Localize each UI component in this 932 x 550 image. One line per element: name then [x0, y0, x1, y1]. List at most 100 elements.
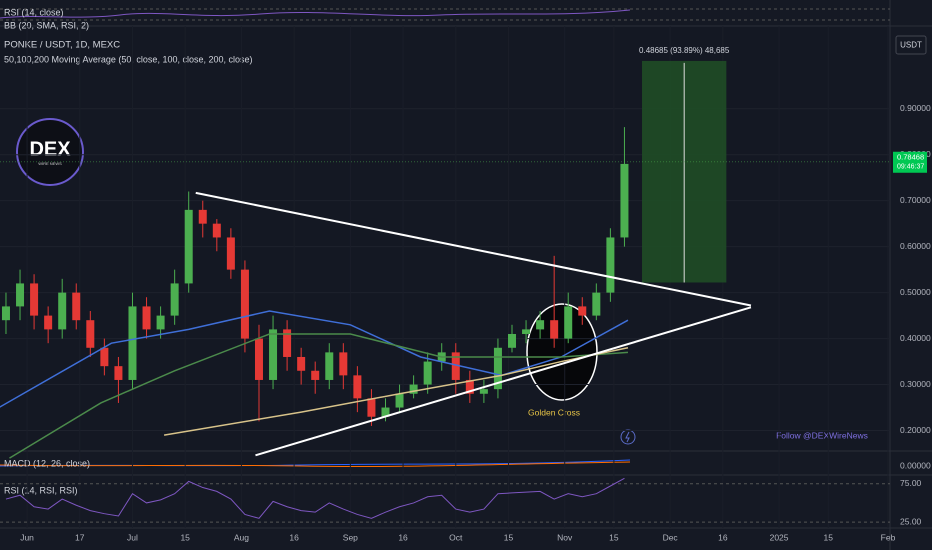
- candle-body: [592, 292, 601, 316]
- trend-line: [255, 306, 752, 457]
- x-tick-label: 15: [609, 532, 619, 542]
- candle-body: [128, 306, 137, 380]
- candle-body: [353, 375, 362, 399]
- candle-body: [58, 292, 67, 330]
- x-tick-label: Dec: [663, 532, 679, 542]
- rsi-line: [5, 477, 625, 519]
- x-tick-label: Aug: [234, 532, 249, 542]
- moving-average: [9, 333, 629, 459]
- x-tick-label: 16: [398, 532, 408, 542]
- x-tick-label: 16: [718, 532, 728, 542]
- x-tick-label: Sep: [343, 532, 358, 542]
- candle-body: [522, 329, 531, 334]
- alert-icon-bolt: [625, 431, 630, 443]
- indicator-label: RSI (14, RSI, RSI): [4, 485, 78, 495]
- indicator-label: BB (20, SMA, RSI, 2): [4, 20, 89, 30]
- currency-button[interactable]: [895, 35, 927, 55]
- logo-subtext: WIRE NEWS: [38, 161, 62, 166]
- last-price-label: 0.78468: [897, 153, 924, 162]
- x-tick-label: Feb: [881, 532, 896, 542]
- follow-label: Follow @DEXWireNews: [776, 430, 868, 440]
- rsi-tick-label: 25.00: [900, 516, 922, 526]
- moving-average: [0, 310, 629, 408]
- candle-body: [409, 384, 418, 394]
- indicator-label: MACD (12, 26, close): [4, 458, 90, 468]
- candle-body: [564, 306, 573, 339]
- x-tick-label: Jul: [127, 532, 138, 542]
- candle-body: [367, 398, 376, 417]
- candle-body: [283, 329, 292, 357]
- x-tick-label: 15: [180, 532, 190, 542]
- candle-body: [423, 361, 432, 385]
- candle-body: [381, 407, 390, 417]
- candle-body: [550, 320, 559, 339]
- candle-body: [254, 338, 263, 380]
- candle-body: [311, 370, 320, 380]
- macd-signal: [0, 461, 631, 468]
- candle-body: [170, 283, 179, 316]
- moving-average: [163, 347, 629, 436]
- candle-body: [606, 237, 615, 293]
- candle-body: [493, 347, 502, 390]
- candle-body: [212, 223, 221, 238]
- x-tick-label: 16: [289, 532, 299, 542]
- candle-body: [325, 352, 334, 380]
- golden-cross-circle: [526, 303, 598, 401]
- x-tick-label: 15: [504, 532, 514, 542]
- y-tick-label: 0.60000: [900, 241, 931, 251]
- x-tick-label: Nov: [557, 532, 573, 542]
- candle-body: [578, 306, 587, 316]
- rsi-tick-label: 75.00: [900, 478, 922, 488]
- chart-title: PONKE / USDT, 1D, MEXC: [4, 40, 120, 51]
- golden-cross-label: Golden Cross: [528, 407, 580, 417]
- position-label: 0.48685 (93.89%) 48,685: [639, 46, 730, 55]
- x-tick-label: Oct: [449, 532, 463, 542]
- top-indicator-line: [0, 9, 631, 19]
- candle-body: [184, 209, 193, 284]
- candle-body: [507, 333, 516, 348]
- indicator-label: RSI (14, close): [4, 7, 64, 17]
- candle-body: [86, 320, 95, 348]
- logo-text: DEX: [29, 138, 71, 160]
- x-tick-label: 2025: [770, 532, 789, 542]
- y-tick-label: 0.50000: [900, 287, 931, 297]
- candle-body: [536, 320, 545, 330]
- x-tick-label: 17: [75, 532, 85, 542]
- main-pane: [0, 26, 890, 450]
- candle-body: [198, 209, 207, 224]
- x-tick-label: Jun: [20, 532, 34, 542]
- candle-body: [16, 283, 25, 307]
- candle-body: [44, 315, 53, 330]
- candle-body: [339, 352, 348, 376]
- candle-body: [156, 315, 165, 330]
- y-tick-label: 0.20000: [900, 425, 931, 435]
- macd-zero-label: 0.00000: [900, 460, 931, 470]
- last-price-time: 09:46:37: [897, 164, 924, 171]
- candle-body: [479, 389, 488, 394]
- candle-body: [226, 237, 235, 270]
- candle-body: [1, 306, 10, 321]
- candle-body: [142, 306, 151, 330]
- alert-icon[interactable]: [620, 429, 636, 445]
- currency-button-label[interactable]: USDT: [900, 41, 922, 50]
- candle-body: [240, 269, 249, 339]
- x-tick-label: 15: [824, 532, 834, 542]
- candle-body: [269, 329, 278, 380]
- logo: [16, 118, 84, 186]
- y-tick-label: 0.40000: [900, 333, 931, 343]
- candle-body: [30, 283, 39, 316]
- candle-body: [114, 366, 123, 380]
- candle-body: [100, 347, 109, 367]
- candle-body: [451, 352, 460, 380]
- candle-body: [395, 393, 404, 408]
- candle-body: [297, 356, 306, 371]
- candle-body: [465, 379, 474, 394]
- y-tick-label: 0.70000: [900, 195, 931, 205]
- chart-subtitle: 50,100,200 Moving Average (50, close, 10…: [4, 54, 253, 64]
- y-tick-label: 0.90000: [900, 103, 931, 113]
- y-tick-label: 0.30000: [900, 379, 931, 389]
- candle-body: [620, 163, 629, 238]
- last-price-tag: [893, 151, 927, 173]
- trend-line: [195, 191, 752, 307]
